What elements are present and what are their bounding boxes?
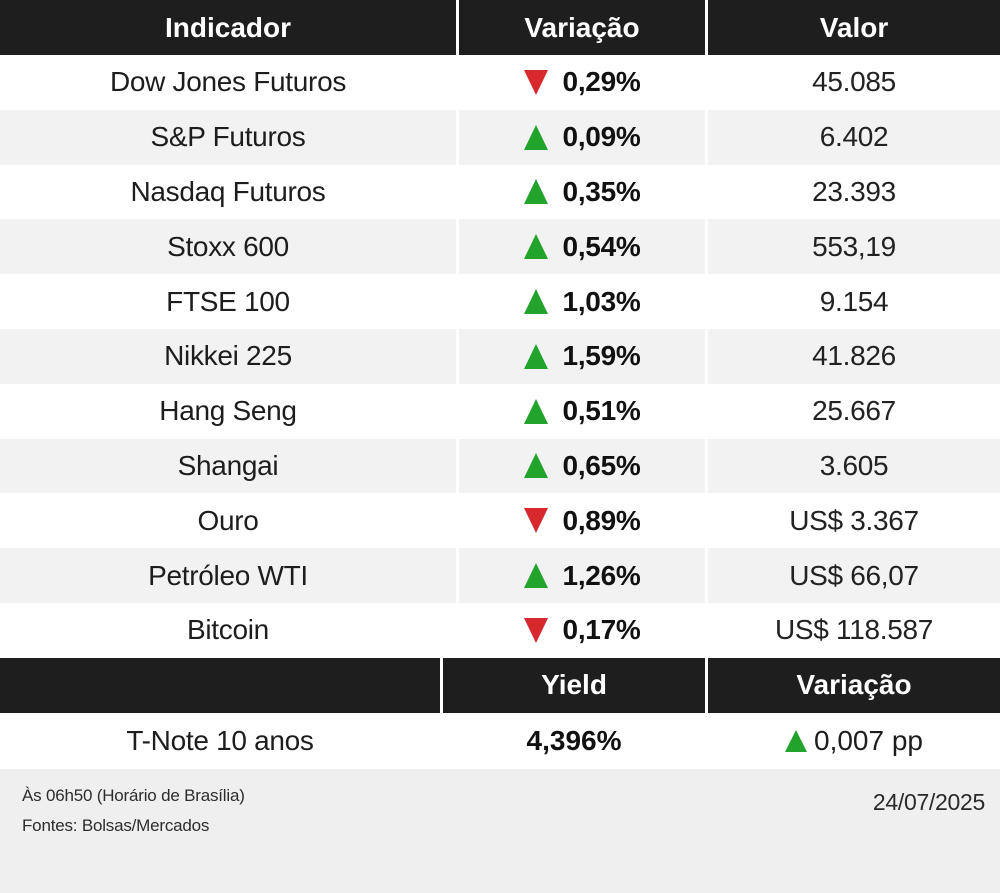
variation-value: 0,007 pp <box>814 724 923 756</box>
indicator-value: 6.402 <box>708 109 1000 165</box>
indicator-value: 553,19 <box>708 219 1000 275</box>
table-row-nasdaq: Nasdaq Futuros 0,35% 23.393 <box>0 164 1000 220</box>
variation-value: 0,17% <box>562 614 641 646</box>
header-variacao: Variação <box>459 0 705 55</box>
table1-header-row: Indicador Variação Valor <box>0 0 1000 55</box>
up-triangle-icon <box>523 343 548 369</box>
up-triangle-icon <box>523 289 548 315</box>
indicator-name: Hang Seng <box>0 383 456 439</box>
down-triangle-icon <box>523 508 548 534</box>
header-indicador: Indicador <box>0 0 456 55</box>
table2-header-row: Yield Variação <box>0 657 1000 713</box>
variation-group: 0,09% <box>523 121 641 153</box>
table-row-ouro: Ouro 0,89% US$ 3.367 <box>0 493 1000 549</box>
down-triangle-icon <box>523 69 548 95</box>
up-triangle-icon <box>523 453 548 479</box>
header-blank <box>0 657 440 713</box>
variation-value: 0,65% <box>562 449 641 481</box>
indicator-name: Nasdaq Futuros <box>0 164 456 220</box>
header-valor: Valor <box>708 0 1000 55</box>
indicator-name: FTSE 100 <box>0 274 456 329</box>
variation-value: 1,59% <box>562 340 641 372</box>
indicator-value: 9.154 <box>708 274 1000 329</box>
indicator-value: US$ 66,07 <box>708 548 1000 603</box>
indicator-name: S&P Futuros <box>0 109 456 165</box>
up-triangle-icon <box>523 179 548 205</box>
indicator-name: Bitcoin <box>0 602 456 658</box>
down-triangle-icon <box>523 617 548 643</box>
variation-group: 1,59% <box>523 340 641 372</box>
footer-time-note: Às 06h50 (Horário de Brasília) <box>22 785 245 805</box>
variation-value: 0,29% <box>562 66 641 98</box>
indicator-value: US$ 3.367 <box>708 493 1000 549</box>
up-triangle-icon <box>523 234 548 260</box>
indicator-name: Nikkei 225 <box>0 328 456 384</box>
variation-group: 1,26% <box>523 559 641 592</box>
up-triangle-icon <box>523 563 548 589</box>
indicator-name: Petróleo WTI <box>0 548 456 603</box>
variation-value: 1,26% <box>562 559 641 591</box>
variation-group: 0,17% <box>523 614 641 646</box>
table-row-shangai: Shangai 0,65% 3.605 <box>0 438 1000 494</box>
table-row-ftse: FTSE 100 1,03% 9.154 <box>0 274 1000 329</box>
variation-value: 0,09% <box>562 121 641 153</box>
footer: Às 06h50 (Horário de Brasília) Fontes: B… <box>0 768 1000 893</box>
variation-value: 0,54% <box>562 230 641 262</box>
indicator-value: 41.826 <box>708 328 1000 384</box>
up-triangle-icon <box>523 398 548 424</box>
table-row-dow-jones: Dow Jones Futuros 0,29% 45.085 <box>0 55 1000 110</box>
variation-group: 0,65% <box>523 449 641 482</box>
up-triangle-icon <box>523 124 548 150</box>
variation-group: 0,89% <box>523 504 641 537</box>
indicator-value: US$ 118.587 <box>708 602 1000 658</box>
table-row-sp: S&P Futuros 0,09% 6.402 <box>0 109 1000 165</box>
indicator-name: Shangai <box>0 438 456 494</box>
variation-value: 1,03% <box>562 285 641 317</box>
indicator-value: 25.667 <box>708 383 1000 439</box>
variation-group: 0,35% <box>523 175 641 208</box>
variation-group: 0,29% <box>523 66 641 98</box>
indicator-name: Stoxx 600 <box>0 219 456 275</box>
variation-value: 0,51% <box>562 395 641 427</box>
indicator-name: Ouro <box>0 493 456 549</box>
variation-group: 1,03% <box>523 285 641 318</box>
header-yield: Yield <box>443 657 705 713</box>
indicator-name: Dow Jones Futuros <box>0 55 456 110</box>
table-row-stoxx: Stoxx 600 0,54% 553,19 <box>0 219 1000 275</box>
table-row-bitcoin: Bitcoin 0,17% US$ 118.587 <box>0 602 1000 658</box>
indicator-value: 23.393 <box>708 164 1000 220</box>
variation-group: 0,54% <box>523 230 641 263</box>
footer-notes: Às 06h50 (Horário de Brasília) Fontes: B… <box>22 786 245 836</box>
header-variacao-2: Variação <box>708 657 1000 713</box>
table-row-petroleo: Petróleo WTI 1,26% US$ 66,07 <box>0 548 1000 603</box>
footer-date: 24/07/2025 <box>872 788 985 815</box>
yield-value: 4,396% <box>443 712 705 769</box>
variation-value: 0,89% <box>562 504 641 536</box>
footer-sources: Fontes: Bolsas/Mercados <box>22 815 210 835</box>
indicator-value: 3.605 <box>708 438 1000 494</box>
table-row-tnote: T-Note 10 anos 4,396% 0,007 pp <box>0 712 1000 769</box>
variation-group: 0,51% <box>523 395 641 427</box>
indicator-value: 45.085 <box>708 55 1000 110</box>
up-triangle-icon <box>785 729 807 752</box>
variation-value: 0,35% <box>562 175 641 207</box>
table-row-nikkei: Nikkei 225 1,59% 41.826 <box>0 328 1000 384</box>
indicator-name: T-Note 10 anos <box>0 712 440 769</box>
variation-group: 0,007 pp <box>785 725 923 757</box>
table-row-hang-seng: Hang Seng 0,51% 25.667 <box>0 383 1000 439</box>
